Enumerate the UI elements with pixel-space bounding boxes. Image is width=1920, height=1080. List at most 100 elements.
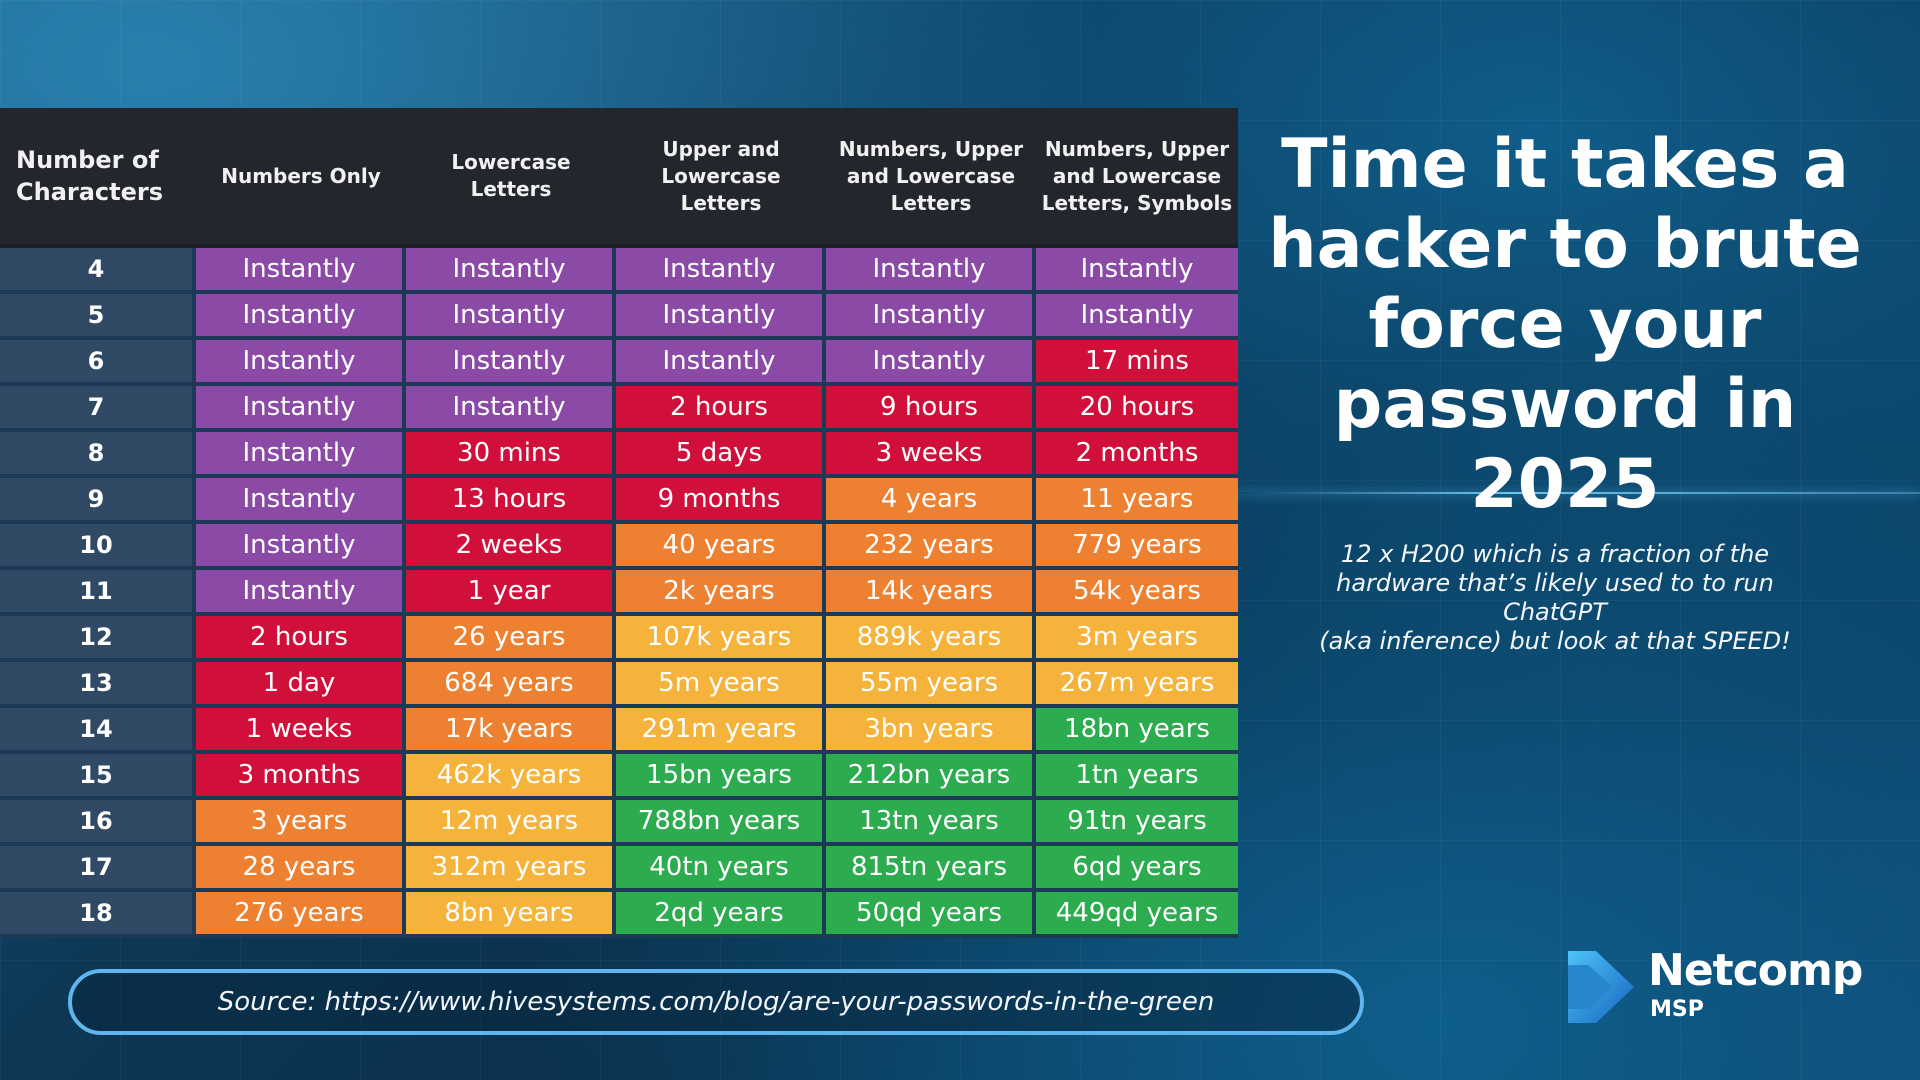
source-link[interactable]: Source: https://www.hivesystems.com/blog… [68,969,1364,1035]
column-header: Upper and Lowercase Letters [616,108,826,248]
time-cell: 9 hours [826,386,1036,432]
row-header-characters: 10 [0,524,196,570]
time-cell: 3m years [1036,616,1238,662]
row-header-characters: 16 [0,800,196,846]
time-cell: Instantly [1036,294,1238,340]
time-cell: Instantly [196,294,406,340]
time-cell: Instantly [196,524,406,570]
table-row: 15 3 months 462k years 15bn years 212bn year… [0,754,1238,800]
table-row: 18 276 years 8bn years 2qd years 50qd years 4… [0,892,1238,938]
time-cell: 5 days [616,432,826,478]
time-cell: Instantly [826,340,1036,386]
row-header-characters: 9 [0,478,196,524]
time-cell: Instantly [406,294,616,340]
table-row: 6 Instantly Instantly Instantly Instantly 17 … [0,340,1238,386]
row-header-characters: 12 [0,616,196,662]
row-header-characters: 8 [0,432,196,478]
time-cell: 1 weeks [196,708,406,754]
time-cell: Instantly [826,248,1036,294]
column-header: Numbers, Upper and Lowercase Letters, Symb… [1036,108,1238,248]
time-cell: 13 hours [406,478,616,524]
column-header-line: Letters [890,190,972,215]
row-header-characters: 15 [0,754,196,800]
time-cell: 6qd years [1036,846,1238,892]
column-header-line: Lowercase [661,163,781,188]
row-header-characters: 5 [0,294,196,340]
time-cell: 1 day [196,662,406,708]
time-cell: Instantly [406,386,616,432]
time-cell: 788bn years [616,800,826,846]
brute-force-table: Number of Characters Numbers Only Lowercase… [0,108,1238,938]
time-cell: 54k years [1036,570,1238,616]
time-cell: 449qd years [1036,892,1238,938]
table-row: 11 Instantly 1 year 2k years 14k years 54k ye… [0,570,1238,616]
time-cell: Instantly [1036,248,1238,294]
row-header-characters: 13 [0,662,196,708]
column-header-line: Numbers Only [221,163,381,188]
time-cell: Instantly [406,248,616,294]
time-cell: 2 hours [196,616,406,662]
time-cell: 2 weeks [406,524,616,570]
time-cell: 2qd years [616,892,826,938]
time-cell: Instantly [196,432,406,478]
time-cell: Instantly [616,294,826,340]
time-cell: 815tn years [826,846,1036,892]
table-row: 4 Instantly Instantly Instantly Instantly Ins… [0,248,1238,294]
time-cell: Instantly [196,340,406,386]
table-row: 16 3 years 12m years 788bn years 13tn years 9… [0,800,1238,846]
table-row: 17 28 years 312m years 40tn years 815tn year… [0,846,1238,892]
time-cell: 1tn years [1036,754,1238,800]
time-cell: 312m years [406,846,616,892]
time-cell: 2 months [1036,432,1238,478]
column-header-line: Upper and [662,136,780,161]
table-row: 12 2 hours 26 years 107k years 889k years 3m … [0,616,1238,662]
note-line: (aka inference) but look at that SPEED! [1319,627,1791,655]
time-cell: 107k years [616,616,826,662]
time-cell: 11 years [1036,478,1238,524]
time-cell: 2 hours [616,386,826,432]
column-header-line: Numbers, Upper [838,136,1024,161]
column-header: Numbers, Upper and Lowercase Letters [826,108,1036,248]
time-cell: 267m years [1036,662,1238,708]
table-body: 4 Instantly Instantly Instantly Instantly Ins… [0,248,1238,938]
row-header-characters: 4 [0,248,196,294]
column-header: Lowercase Letters [406,108,616,248]
time-cell: 1 year [406,570,616,616]
column-header-line: Letters, Symbols [1041,190,1233,215]
time-cell: 276 years [196,892,406,938]
row-header-characters: 11 [0,570,196,616]
column-header-line: Letters [680,190,762,215]
time-cell: 3 years [196,800,406,846]
note-line: ChatGPT [1503,598,1607,626]
row-header-characters: 14 [0,708,196,754]
page-title: Time it takes a hacker to brute force yo… [1268,125,1862,524]
time-cell: 4 years [826,478,1036,524]
logo-sub: MSP [1650,997,1704,1022]
time-cell: 779 years [1036,524,1238,570]
note-line: hardware that’s likely used to to run [1336,569,1774,597]
column-header-line: Characters [16,178,164,206]
time-cell: 2k years [616,570,826,616]
column-header-line: Numbers, Upper [1044,136,1230,161]
time-cell: 20 hours [1036,386,1238,432]
time-cell: 28 years [196,846,406,892]
time-cell: 30 mins [406,432,616,478]
time-cell: Instantly [616,248,826,294]
column-header-characters: Number of Characters [0,108,196,248]
logo-name: Netcomp [1648,945,1863,996]
time-cell: 50qd years [826,892,1036,938]
time-cell: Instantly [406,340,616,386]
time-cell: 40tn years [616,846,826,892]
time-cell: 3 months [196,754,406,800]
time-cell: 13tn years [826,800,1036,846]
table-row: 5 Instantly Instantly Instantly Instantly Ins… [0,294,1238,340]
row-header-characters: 17 [0,846,196,892]
time-cell: Instantly [196,478,406,524]
time-cell: 15bn years [616,754,826,800]
netcomp-logo: Netcomp MSP [1562,945,1863,1025]
time-cell: 9 months [616,478,826,524]
glow-divider [1230,492,1920,494]
time-cell: 12m years [406,800,616,846]
time-cell: 18bn years [1036,708,1238,754]
time-cell: 8bn years [406,892,616,938]
